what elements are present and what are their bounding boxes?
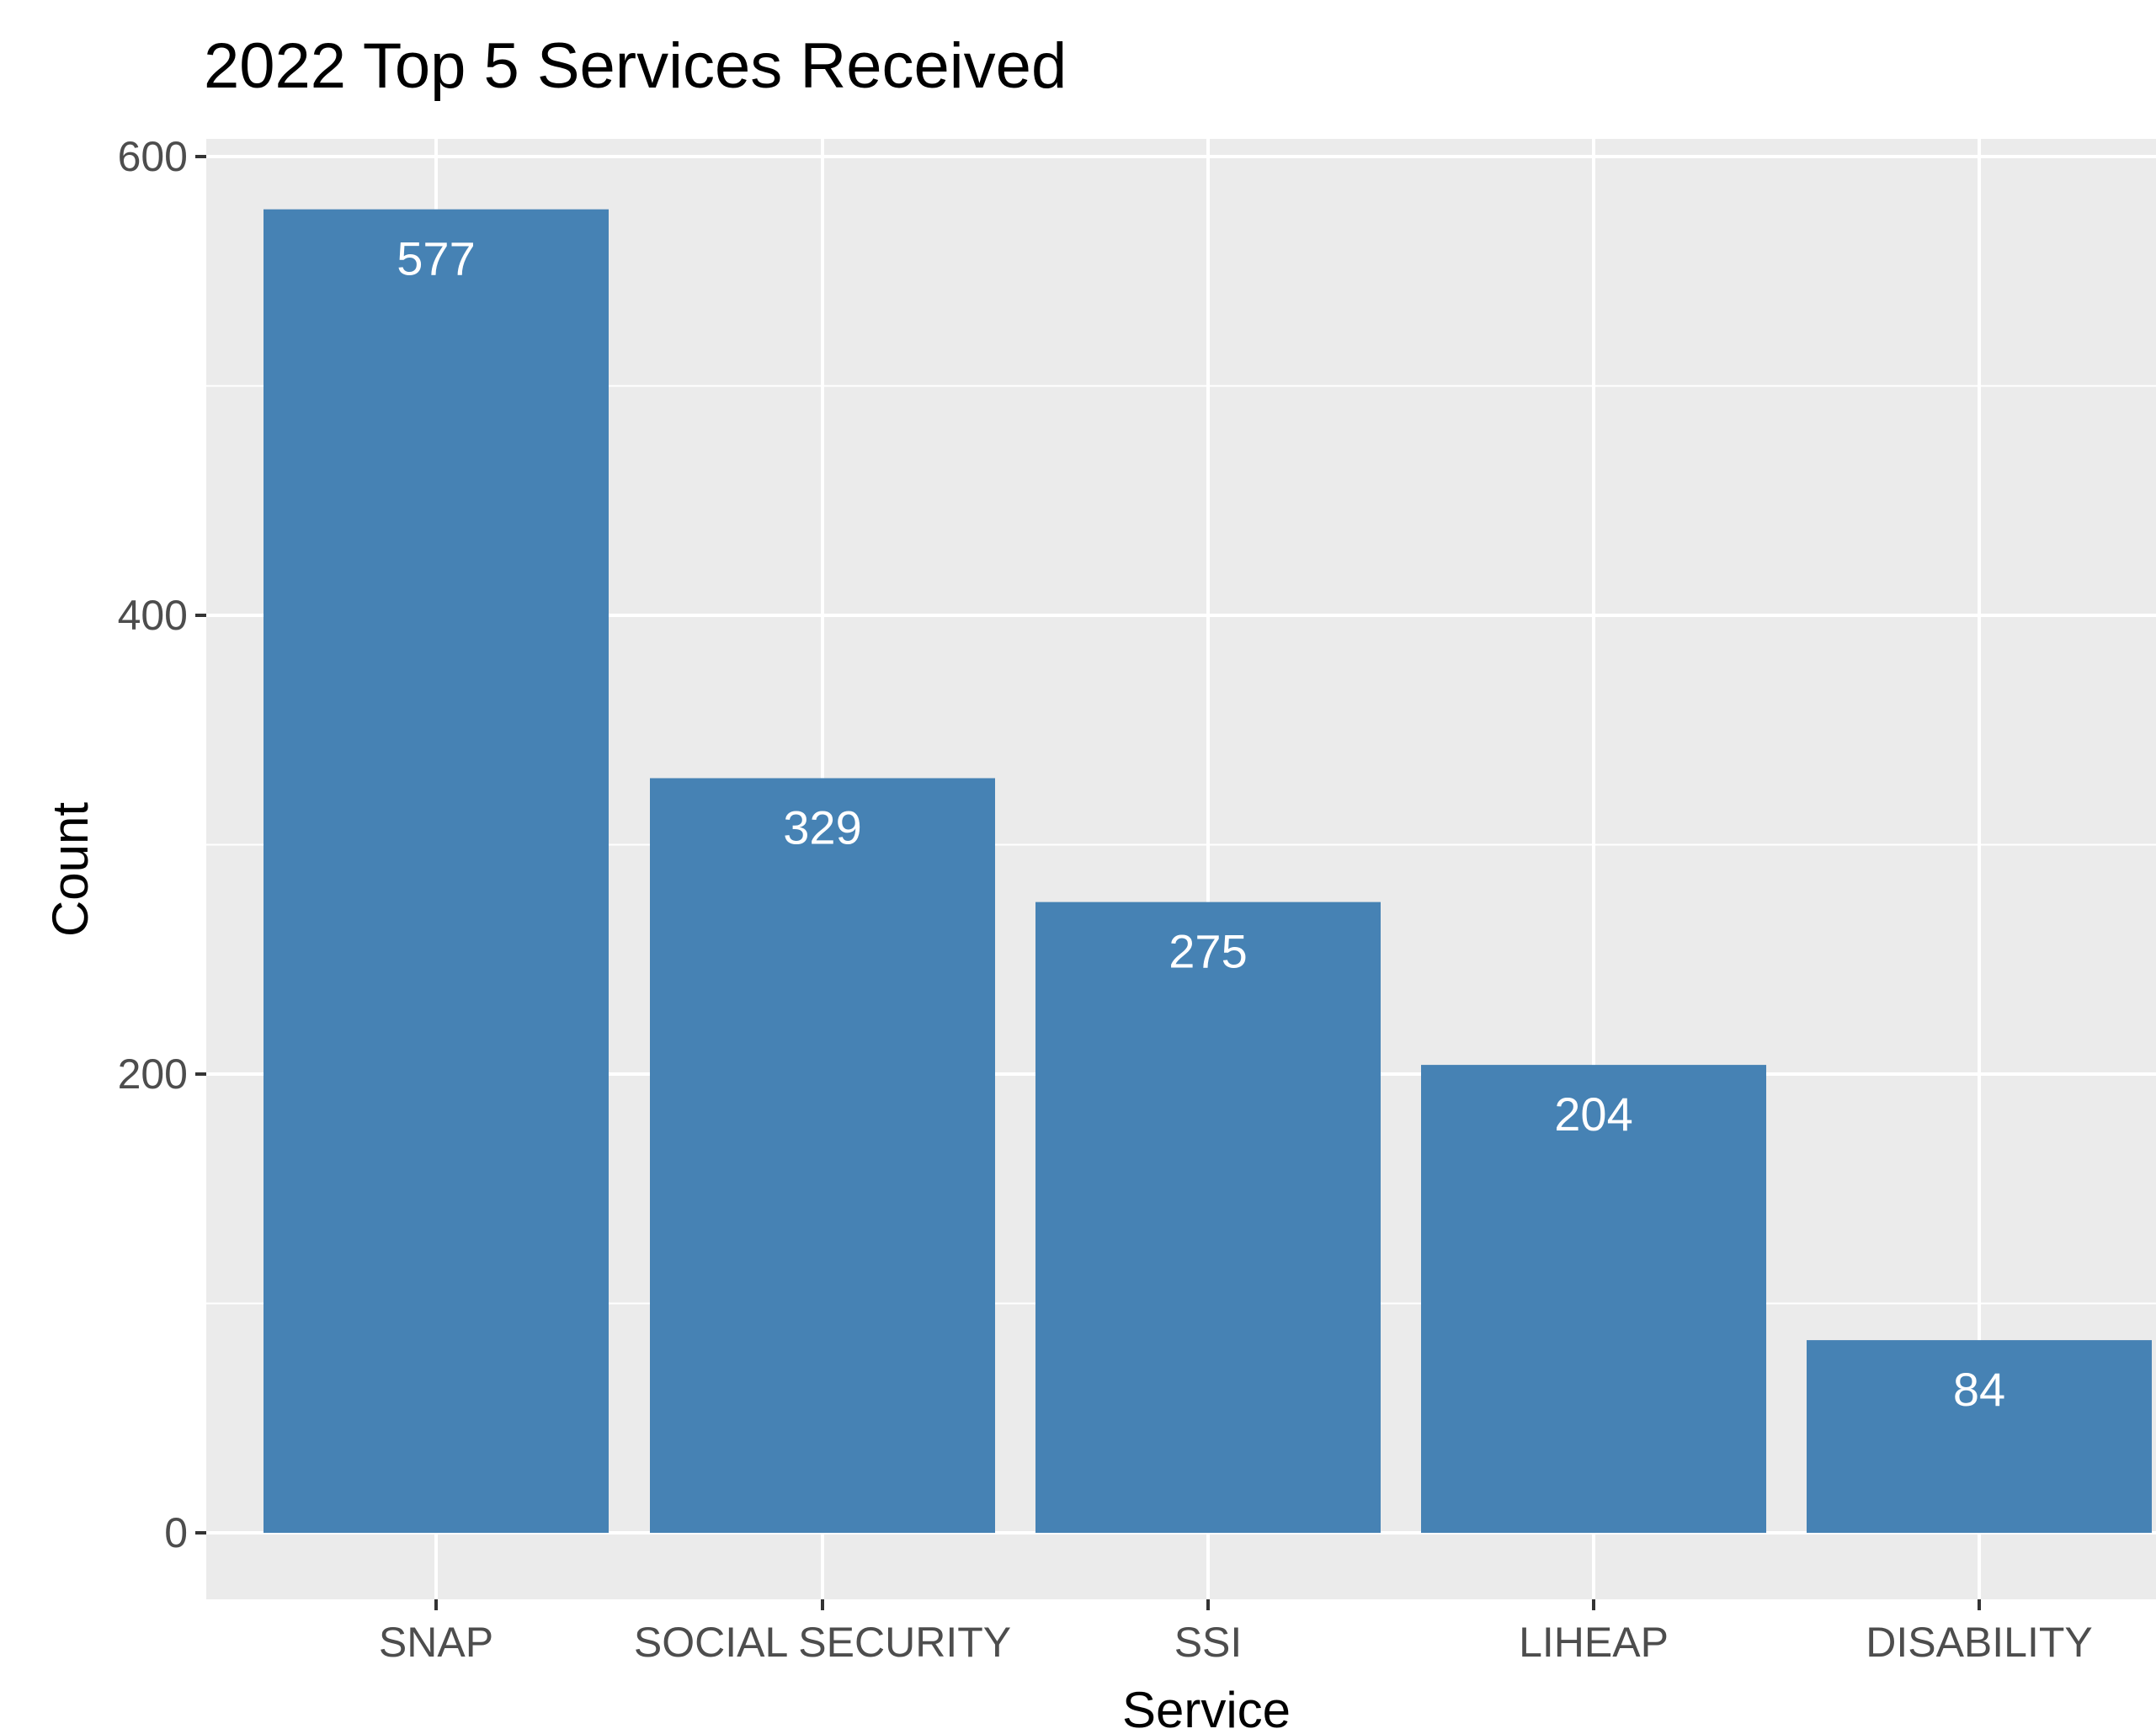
bar-data-label: 275 — [1168, 925, 1247, 978]
x-axis-title: Service — [1122, 1682, 1291, 1734]
bar-liheap — [1421, 1065, 1766, 1533]
y-tick-label: 600 — [118, 133, 188, 180]
x-axis: SNAP SOCIAL SECURITY SSI LIHEAP DISABILITY — [379, 1599, 2093, 1666]
y-tick-label: 0 — [164, 1509, 188, 1556]
y-axis: 0 200 400 600 — [118, 133, 206, 1556]
bar-data-label: 204 — [1554, 1088, 1632, 1141]
bar-data-label: 329 — [783, 801, 861, 854]
bar-data-label: 577 — [397, 232, 475, 285]
y-tick-label: 400 — [118, 592, 188, 639]
bar-data-labels: 577 329 275 204 84 — [397, 232, 2005, 1416]
chart-title: 2022 Top 5 Services Received — [204, 30, 1067, 102]
bar-ssi — [1035, 902, 1381, 1533]
x-tick-label: DISABILITY — [1866, 1619, 2093, 1666]
bar-data-label: 84 — [1953, 1363, 2005, 1416]
y-tick-label: 200 — [118, 1051, 188, 1098]
bar-social-security — [650, 778, 995, 1533]
bars — [264, 209, 2152, 1533]
x-tick-label: SNAP — [379, 1619, 493, 1666]
bar-snap — [264, 209, 609, 1533]
x-tick-label: SOCIAL SECURITY — [634, 1619, 1011, 1666]
x-tick-label: LIHEAP — [1519, 1619, 1669, 1666]
x-tick-label: SSI — [1174, 1619, 1243, 1666]
bar-disability — [1807, 1340, 2152, 1533]
y-axis-title: Count — [42, 802, 98, 937]
